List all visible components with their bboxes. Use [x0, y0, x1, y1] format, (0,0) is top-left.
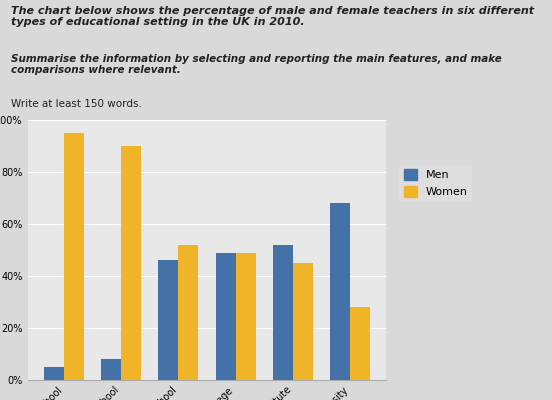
Text: Summarise the information by selecting and reporting the main features, and make: Summarise the information by selecting a…: [11, 54, 502, 75]
Bar: [64, 133, 84, 380]
Bar: [44, 367, 64, 380]
Text: The chart below shows the percentage of male and female teachers in six differen: The chart below shows the percentage of …: [11, 6, 534, 27]
Bar: [273, 245, 293, 380]
Text: Write at least 150 words.: Write at least 150 words.: [11, 98, 142, 108]
Bar: [236, 253, 256, 380]
Bar: [350, 307, 370, 380]
Bar: [178, 245, 198, 380]
Bar: [121, 146, 141, 380]
Bar: [158, 260, 178, 380]
Bar: [330, 203, 350, 380]
Legend: Men, Women: Men, Women: [399, 164, 473, 202]
Bar: [293, 263, 313, 380]
Bar: [101, 359, 121, 380]
Bar: [216, 253, 236, 380]
